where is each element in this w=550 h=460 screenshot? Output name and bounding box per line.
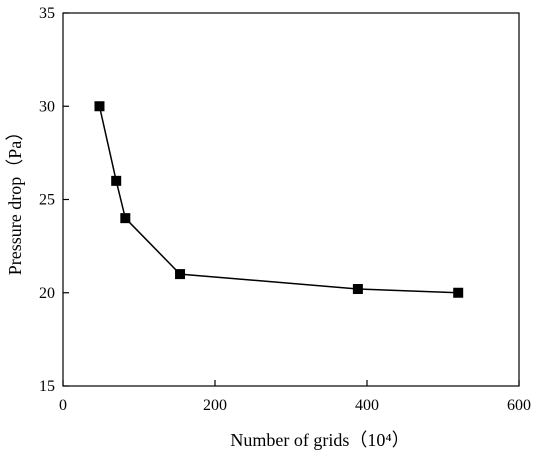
x-axis-ticks: 0 200 400 600 [59, 380, 531, 414]
data-point-marker [453, 287, 464, 298]
y-tick-label: 15 [39, 378, 55, 395]
y-axis-ticks: 15 20 25 30 35 [39, 5, 69, 395]
x-tick-label: 0 [59, 397, 67, 414]
data-point-marker [352, 284, 363, 295]
y-tick-label: 35 [39, 5, 55, 22]
y-tick-label: 20 [39, 285, 55, 302]
data-point-marker [111, 175, 122, 186]
data-point-marker [120, 213, 131, 224]
data-point-marker [175, 269, 186, 280]
series-line [98, 106, 459, 294]
data-point-marker [94, 101, 105, 112]
x-tick-label: 200 [203, 397, 227, 414]
y-tick-label: 25 [39, 192, 55, 209]
x-tick-label: 400 [355, 397, 379, 414]
series-layer [94, 101, 464, 298]
x-axis-title: Number of grids（10⁴） [230, 430, 409, 450]
plot-frame [62, 12, 520, 387]
x-tick-label: 600 [507, 397, 531, 414]
y-axis-title: Pressure drop（Pa） [5, 123, 25, 275]
y-tick-label: 30 [39, 98, 55, 115]
